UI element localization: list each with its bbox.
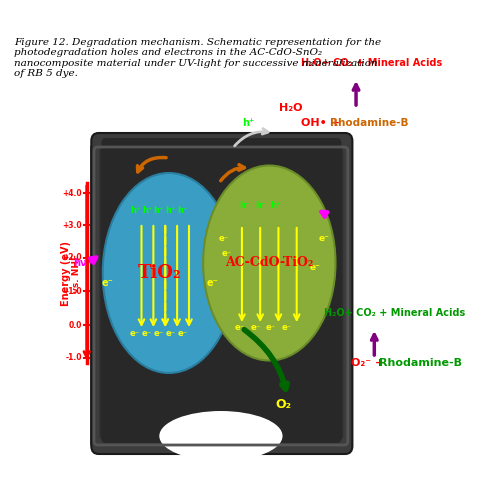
Text: h⁺: h⁺ [130,206,140,215]
Text: AC-CdO-TiO₂: AC-CdO-TiO₂ [225,257,313,270]
Ellipse shape [203,165,336,360]
Text: TiO₂: TiO₂ [138,264,182,282]
Text: Rhodamine-B: Rhodamine-B [379,358,462,368]
Text: H₂O: H₂O [279,103,302,113]
Text: e⁻: e⁻ [142,328,152,337]
Text: O₂⁻ +: O₂⁻ + [352,358,389,368]
FancyBboxPatch shape [91,133,353,454]
Text: e⁻: e⁻ [130,328,140,337]
Text: +1.0: +1.0 [62,286,82,295]
Text: Energy (eV): Energy (eV) [61,240,71,305]
Text: e⁻: e⁻ [102,278,114,288]
Text: e⁻: e⁻ [166,328,176,337]
Text: e⁻: e⁻ [266,324,276,333]
Text: +3.0: +3.0 [62,220,82,229]
Text: e⁻: e⁻ [154,328,164,337]
Text: -1.0: -1.0 [66,354,82,362]
Ellipse shape [159,411,283,461]
Text: H₂O+ CO₂ + Mineral Acids: H₂O+ CO₂ + Mineral Acids [301,58,442,68]
Text: vs. NHE: vs. NHE [72,253,81,293]
Text: h⁺: h⁺ [166,206,176,215]
Text: e⁻: e⁻ [178,328,188,337]
Text: +2.0: +2.0 [62,253,82,262]
Text: +4.0: +4.0 [62,188,82,197]
Text: h⁺: h⁺ [255,200,265,209]
FancyBboxPatch shape [0,0,441,478]
Ellipse shape [103,173,235,373]
Text: hν: hν [73,258,87,268]
Text: h⁺: h⁺ [177,206,188,215]
Text: h⁺: h⁺ [270,200,281,209]
FancyBboxPatch shape [99,148,343,439]
Text: e⁻: e⁻ [235,324,245,333]
Text: e⁻: e⁻ [282,324,292,333]
Text: 0.0: 0.0 [69,321,82,329]
Ellipse shape [162,418,280,458]
Text: H₂O+ CO₂ + Mineral Acids: H₂O+ CO₂ + Mineral Acids [324,308,465,318]
FancyBboxPatch shape [91,143,352,448]
Text: O₂: O₂ [275,399,291,412]
FancyBboxPatch shape [101,138,341,443]
Text: Figure 12. Degradation mechanism. Schematic representation for the
photodegradat: Figure 12. Degradation mechanism. Schema… [14,38,381,78]
Text: e⁻: e⁻ [319,233,329,242]
Text: h⁺: h⁺ [242,118,255,128]
Text: e⁻: e⁻ [219,233,229,242]
Text: e⁻: e⁻ [310,263,320,272]
Text: e⁻: e⁻ [221,249,231,258]
Text: h⁺: h⁺ [154,206,164,215]
Text: e⁻: e⁻ [251,324,261,333]
Text: Rhodamine-B: Rhodamine-B [330,118,409,128]
Text: h⁺: h⁺ [240,200,250,209]
Text: e⁻: e⁻ [207,278,219,288]
Text: h⁺: h⁺ [142,206,152,215]
Text: OH• +: OH• + [301,118,344,128]
